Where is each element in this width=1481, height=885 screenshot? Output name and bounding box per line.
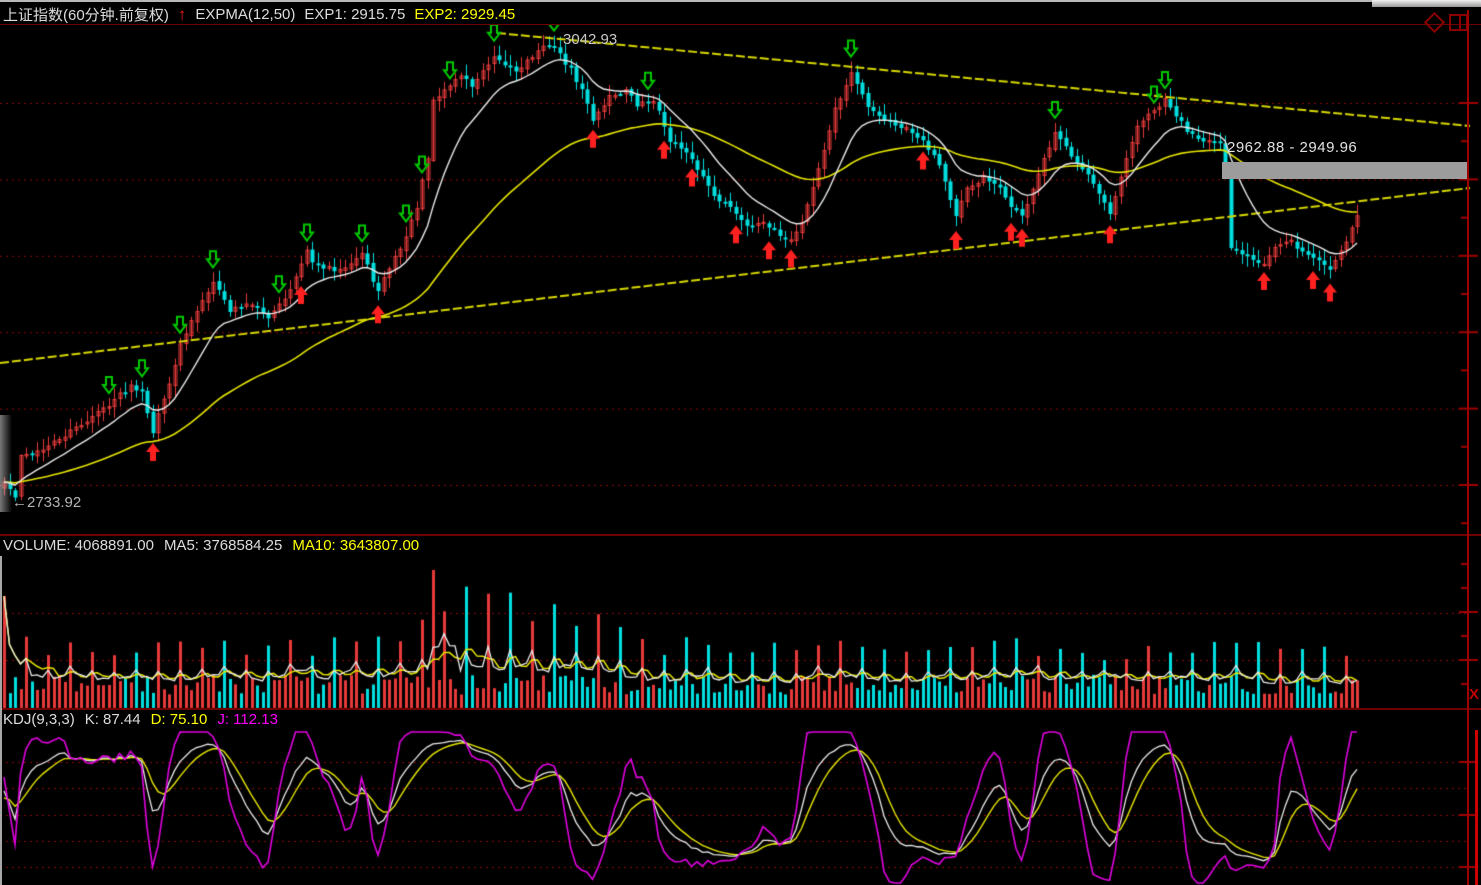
volume-value: VOLUME: 4068891.00	[3, 537, 154, 554]
kdj-right-edge[interactable]	[1475, 730, 1478, 885]
chart-header: 上证指数(60分钟.前复权) ↑ EXPMA(12,50) EXP1: 2915…	[3, 4, 515, 24]
left-edge-highlight	[0, 415, 12, 512]
kdj-header: KDJ(9,3,3) K: 87.44 D: 75.10 J: 112.13	[3, 711, 278, 728]
volume-header: VOLUME: 4068891.00 MA5: 3768584.25 MA10:…	[3, 537, 419, 554]
hover-range-label: 2962.88 - 2949.96	[1227, 139, 1358, 156]
kdj-name: KDJ(9,3,3)	[3, 711, 75, 728]
kdj-chart[interactable]	[0, 730, 1481, 885]
window-corner-strip	[1372, 0, 1481, 7]
volume-ma5-value: MA5: 3768584.25	[163, 537, 283, 554]
indicator-name: EXPMA(12,50)	[195, 5, 296, 23]
kdj-k-value: K: 87.44	[84, 711, 141, 728]
pane-separator-volume-kdj	[0, 708, 1481, 710]
pane-separator-main-volume	[0, 534, 1481, 536]
peak-price-label: 3042.93	[563, 31, 618, 48]
trend-up-icon: ↑	[177, 4, 187, 24]
kdj-d-value: D: 75.10	[150, 711, 208, 728]
hover-range-box	[1222, 162, 1467, 179]
pane-left-edge	[0, 556, 2, 885]
price-axis-line	[1467, 10, 1469, 885]
exp2-value: EXP2: 2929.45	[414, 5, 516, 23]
close-pane-icon[interactable]: X	[1469, 686, 1480, 703]
kdj-j-value: J: 112.13	[217, 711, 278, 728]
low-price-label: ←2733.92	[12, 494, 82, 511]
window-top-edge	[0, 0, 1481, 2]
symbol-title: 上证指数(60分钟.前复权)	[3, 6, 169, 24]
volume-chart[interactable]	[0, 556, 1481, 710]
main-price-chart[interactable]	[0, 25, 1481, 534]
header-separator	[0, 24, 1481, 25]
exp1-value: EXP1: 2915.75	[304, 5, 406, 23]
volume-ma10-value: MA10: 3643807.00	[292, 537, 420, 554]
